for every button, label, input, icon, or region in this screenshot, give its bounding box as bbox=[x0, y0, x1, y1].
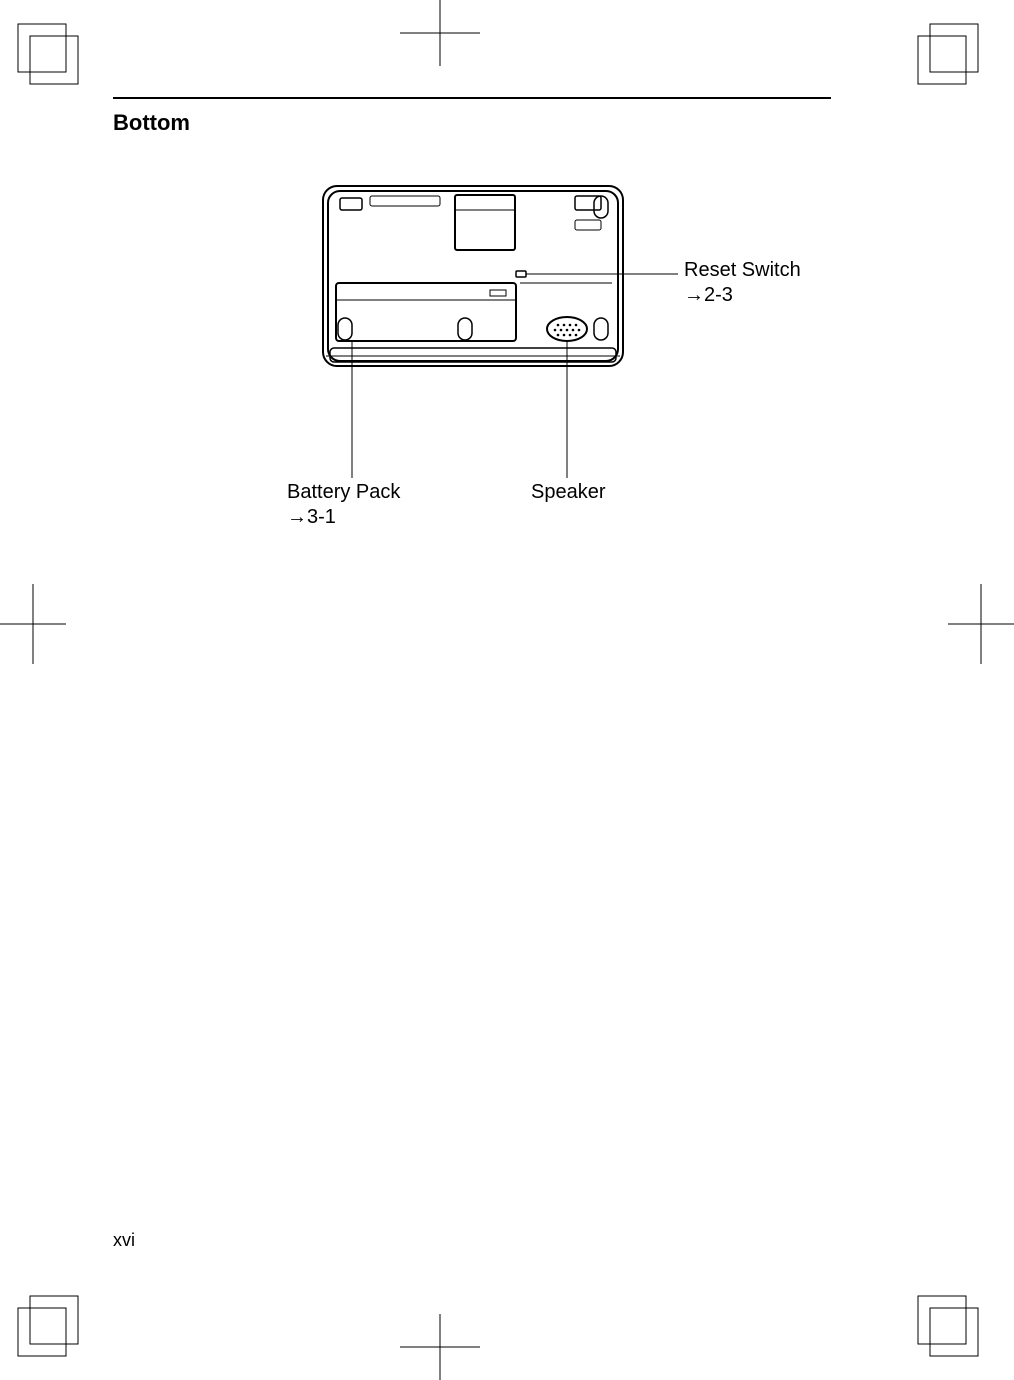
callout-speaker-label: Speaker bbox=[531, 481, 606, 503]
callout-speaker: Speaker bbox=[531, 480, 606, 505]
callout-lines bbox=[0, 0, 1014, 1380]
callout-battery-pack-ref: →3-1 bbox=[287, 506, 336, 528]
callout-reset-switch-label: Reset Switch bbox=[684, 259, 801, 281]
page-number: xvi bbox=[113, 1230, 135, 1251]
callout-reset-switch-ref: →2-3 bbox=[684, 284, 733, 306]
callout-reset-switch: Reset Switch →2-3 bbox=[684, 258, 801, 308]
callout-battery-pack-label: Battery Pack bbox=[287, 481, 400, 503]
callout-battery-pack: Battery Pack →3-1 bbox=[287, 480, 400, 530]
